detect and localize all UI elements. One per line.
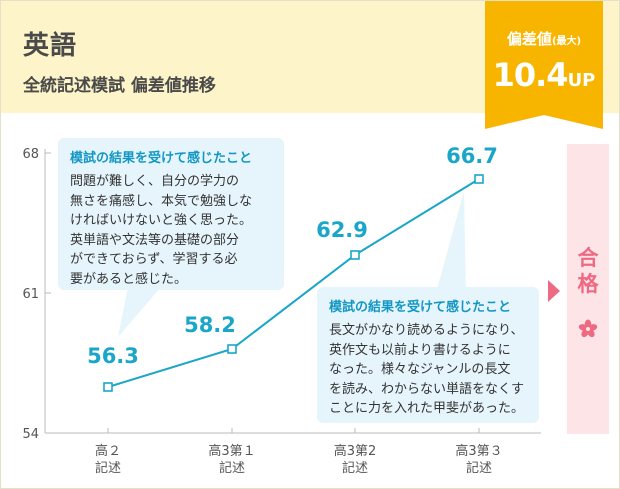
result-label: 合 格 — [567, 245, 609, 297]
result-char: 合 — [577, 246, 599, 270]
x-tick-label: 高3第2 — [334, 443, 377, 459]
callout-early: 模試の結果を受けて感じたこと 問題が難しく、自分の学力の 無さを痛感し、本気で勉強… — [58, 138, 284, 290]
callout-late: 模試の結果を受けて感じたこと 長文がかなり読めるようになり、 英作文も以前より書け… — [317, 287, 539, 423]
callout-body: 長文がかなり読めるようになり、 英作文も以前より書けるように なった。様々なジャンル… — [329, 321, 527, 419]
callout-line: ができておらず、学習する必 — [70, 252, 238, 267]
badge-number: 10.4 — [492, 56, 569, 94]
x-tick-label: 高3第３ — [455, 443, 502, 459]
callout-line: を読み、わからない単語をなくす — [329, 381, 525, 397]
data-point — [350, 250, 360, 260]
callout-line: ければいけないと強く思った。 — [70, 213, 253, 228]
badge-title-note: (最大) — [551, 36, 582, 47]
score-up-badge — [485, 1, 603, 129]
x-tick-label: 記述 — [342, 460, 368, 476]
callout-title: 模試の結果を受けて感じたこと — [70, 151, 253, 166]
callout-line: 長文がかなり読めるようになり、 — [329, 323, 524, 338]
callout-title: 模試の結果を受けて感じたこと — [329, 300, 512, 315]
callout-line: 英作文も以前より書けるように — [329, 342, 511, 358]
badge-value: 10.4UP — [485, 56, 603, 94]
data-point — [227, 344, 237, 354]
cherry-blossom-icon — [578, 319, 598, 338]
badge-title: 偏差値(最大) — [506, 30, 582, 48]
x-tick-label: 記述 — [219, 460, 245, 476]
chart-subtitle: 全統記述模試 偏差値推移 — [23, 76, 216, 96]
subject-title: 英語 — [23, 31, 78, 61]
callout-line: 問題が難しく、自分の学力の — [70, 174, 240, 189]
callout-body: 問題が難しく、自分の学力の 無さを痛感し、本気で勉強しな ければいけないと強く思った… — [70, 172, 272, 289]
callout-1-tail — [118, 287, 161, 337]
callout-2-tail — [436, 191, 466, 293]
callout-line: 英単語や文法等の基礎の部分 — [70, 232, 240, 248]
callout-line: なった。様々なジャンルの長文 — [329, 362, 511, 377]
data-label: 62.9 — [316, 218, 368, 242]
x-tick-label: 高２ — [95, 443, 121, 459]
callout-line: ことに力を入れた甲斐があった。 — [329, 401, 525, 416]
data-point — [103, 382, 113, 392]
y-tick-label: 61 — [22, 287, 39, 302]
y-tick-label: 68 — [22, 147, 39, 162]
data-label: 66.7 — [446, 144, 498, 168]
x-tick-label: 記述 — [466, 460, 492, 476]
result-arrow-icon — [548, 280, 560, 302]
y-tick-label: 54 — [22, 427, 39, 442]
data-label: 56.3 — [87, 344, 139, 368]
callout-line: 無さを痛感し、本気で勉強しな — [70, 193, 253, 209]
x-tick-label: 高3第１ — [208, 443, 255, 459]
result-box — [567, 144, 609, 434]
data-point — [474, 174, 484, 184]
x-tick-label: 記述 — [95, 460, 121, 476]
series-line — [107, 178, 480, 388]
result-char: 格 — [577, 272, 599, 296]
callout-line: 要があると感じた。 — [70, 271, 188, 287]
data-label: 58.2 — [184, 313, 236, 337]
badge-unit: UP — [567, 70, 596, 91]
